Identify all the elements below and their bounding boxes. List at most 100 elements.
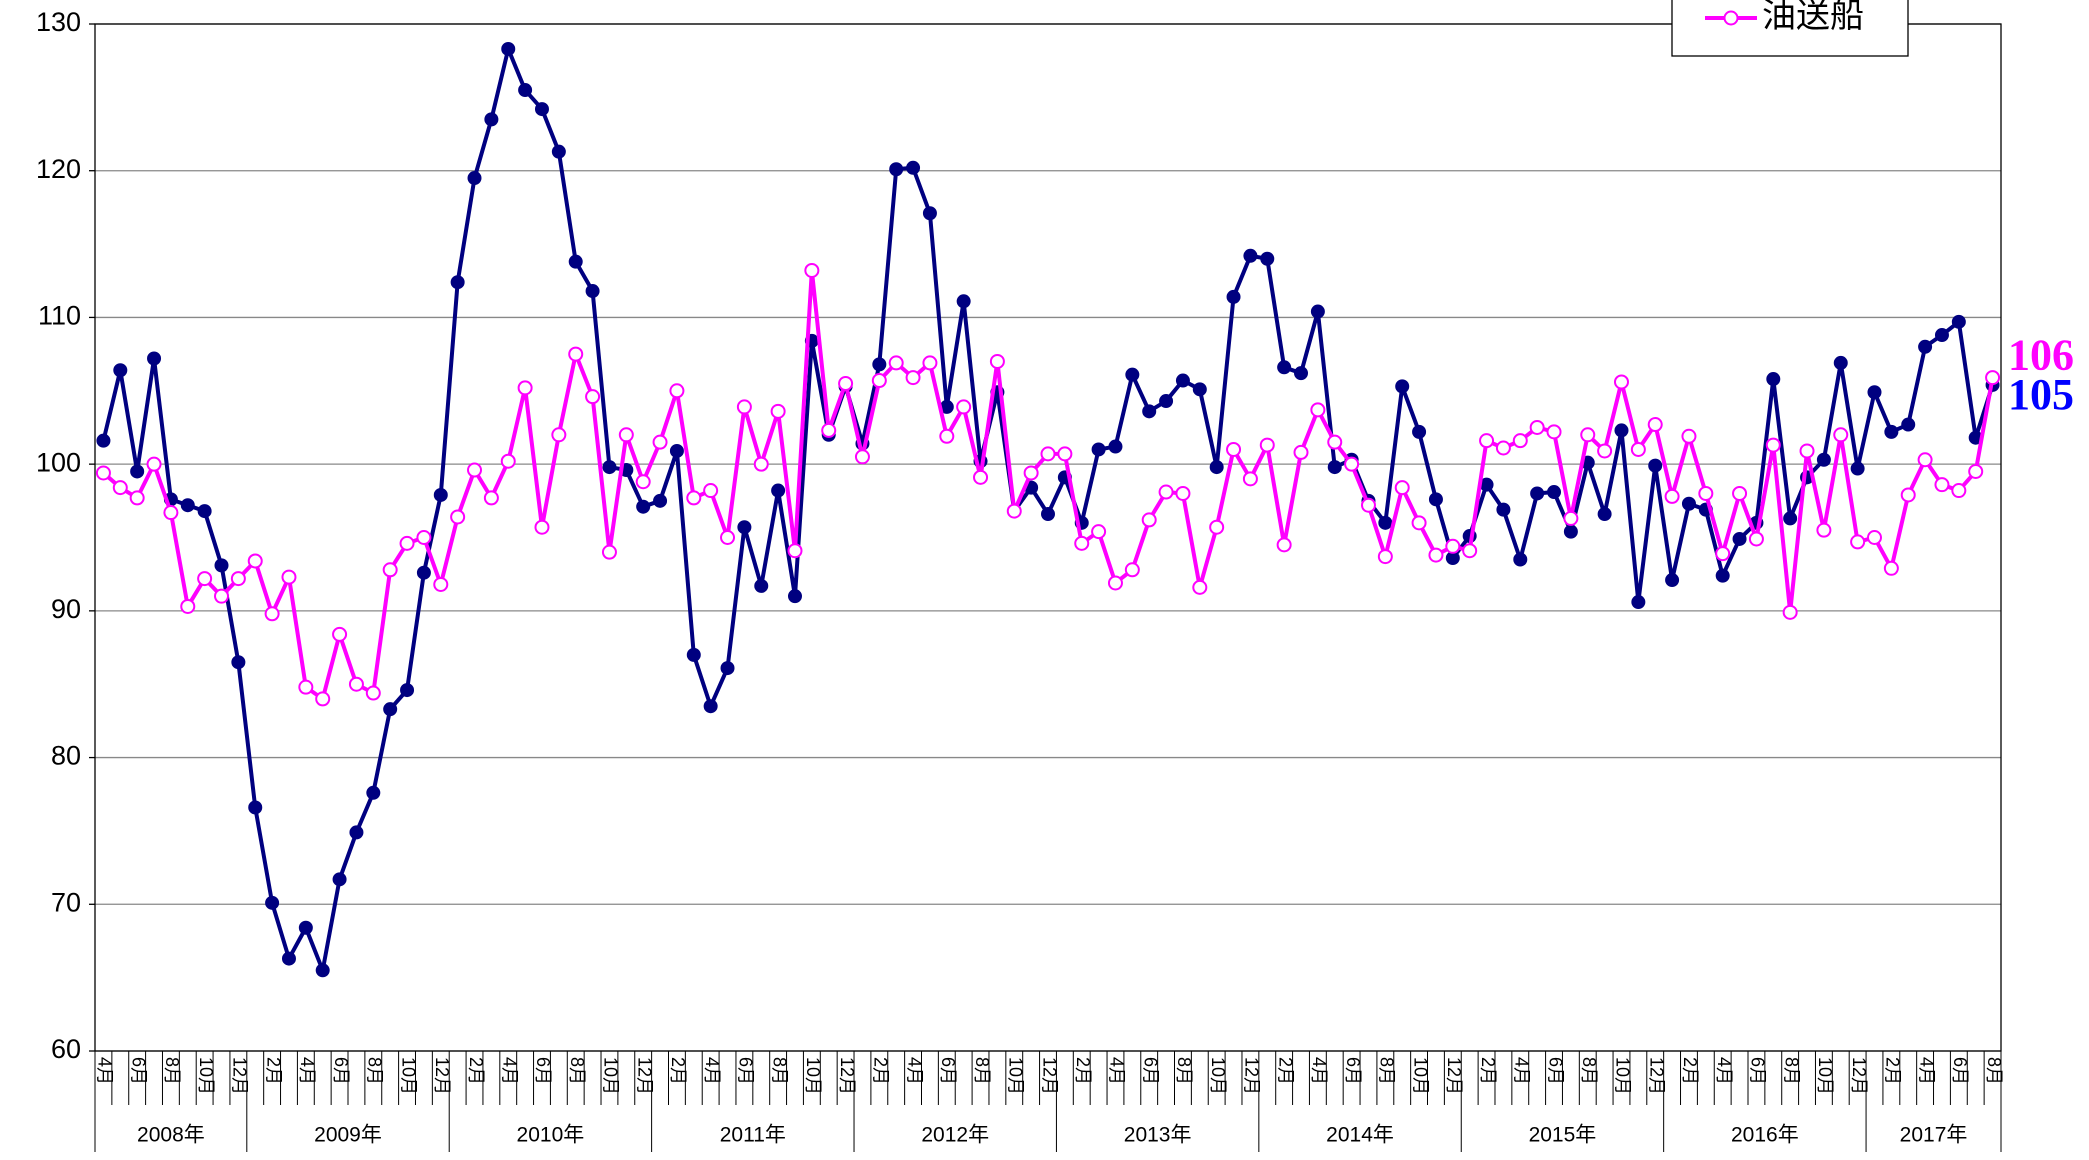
- data-point: [1951, 314, 1966, 329]
- data-point: [888, 355, 904, 371]
- x-tick-label: 4月: [1916, 1057, 1936, 1085]
- data-point: [501, 41, 516, 56]
- data-point: [1597, 507, 1612, 522]
- data-point: [1782, 604, 1798, 620]
- data-point: [534, 519, 550, 535]
- data-point: [1766, 372, 1781, 387]
- data-point: [1866, 530, 1882, 545]
- data-point: [618, 427, 634, 443]
- data-point: [416, 565, 431, 580]
- data-point: [854, 449, 870, 465]
- data-point: [264, 606, 280, 622]
- data-point: [1900, 487, 1916, 503]
- data-point: [1108, 439, 1123, 454]
- data-point: [399, 535, 415, 551]
- data-point: [1884, 424, 1899, 439]
- x-tick-label: 2月: [1680, 1057, 1700, 1085]
- data-point: [112, 480, 128, 496]
- x-tick-label: 2月: [668, 1057, 688, 1085]
- data-point: [956, 399, 972, 415]
- data-point: [1648, 458, 1663, 473]
- data-point: [1293, 444, 1309, 460]
- x-tick-label: 6月: [331, 1057, 351, 1085]
- data-point: [146, 456, 162, 472]
- year-label: 2015年: [1529, 1124, 1597, 1147]
- data-point: [518, 83, 533, 98]
- data-point: [1226, 289, 1241, 304]
- x-tick-label: 10月: [398, 1057, 418, 1095]
- x-tick-label: 6月: [1545, 1057, 1565, 1085]
- data-point: [130, 464, 145, 479]
- data-point: [298, 679, 314, 695]
- x-tick-label: 4月: [95, 1057, 115, 1085]
- data-point: [973, 469, 989, 485]
- x-tick-label: 4月: [1107, 1057, 1127, 1085]
- data-point: [1496, 502, 1511, 517]
- data-point: [1816, 522, 1832, 538]
- x-tick-label: 6月: [128, 1057, 148, 1085]
- data-point: [1023, 465, 1039, 481]
- data-point: [416, 530, 432, 545]
- data-point: [602, 460, 617, 475]
- data-point: [1394, 480, 1410, 496]
- data-point: [1277, 360, 1292, 375]
- data-point: [1091, 442, 1106, 457]
- data-point: [1125, 367, 1140, 382]
- y-tick-label: 90: [51, 594, 81, 624]
- data-point: [365, 685, 381, 701]
- data-point: [1765, 437, 1781, 453]
- x-tick-label: 8月: [1174, 1057, 1194, 1085]
- legend-marker: [1723, 10, 1739, 26]
- data-point: [1563, 524, 1578, 539]
- data-point: [281, 951, 296, 966]
- data-point: [703, 483, 719, 499]
- x-tick-label: 8月: [769, 1057, 789, 1085]
- data-point: [787, 589, 802, 604]
- data-point: [1715, 568, 1730, 583]
- data-point: [517, 380, 533, 396]
- data-point: [1799, 443, 1815, 459]
- data-point: [905, 370, 921, 386]
- data-point: [450, 509, 466, 525]
- data-point: [1901, 417, 1916, 432]
- data-point: [1344, 456, 1360, 472]
- x-tick-label: 6月: [938, 1057, 958, 1085]
- data-point: [1107, 575, 1123, 591]
- data-point: [568, 346, 584, 362]
- data-point: [872, 357, 887, 372]
- data-point: [686, 490, 702, 506]
- x-tick-label: 10月: [1208, 1057, 1228, 1095]
- data-point: [635, 474, 651, 490]
- x-tick-label: 2月: [466, 1057, 486, 1085]
- data-point: [180, 598, 196, 614]
- data-point: [1580, 427, 1596, 443]
- data-point: [1428, 492, 1443, 507]
- data-point: [1040, 446, 1056, 462]
- end-label: 106: [2008, 331, 2074, 380]
- data-point: [1327, 460, 1342, 475]
- x-tick-label: 6月: [1950, 1057, 1970, 1085]
- data-point: [1411, 515, 1427, 531]
- data-point: [1867, 385, 1882, 400]
- data-point: [1614, 423, 1629, 438]
- data-point: [1513, 552, 1528, 567]
- data-point: [349, 825, 364, 840]
- data-point: [1495, 440, 1511, 456]
- data-point: [1124, 562, 1140, 578]
- data-point: [298, 920, 313, 935]
- data-point: [1041, 507, 1055, 522]
- data-point: [1395, 379, 1410, 394]
- data-point: [720, 530, 736, 545]
- data-point: [1732, 531, 1747, 546]
- data-point: [1951, 483, 1967, 499]
- series-line: [102, 268, 1995, 701]
- data-point: [906, 160, 921, 175]
- data-point: [1175, 485, 1191, 501]
- x-tick-label: 4月: [1714, 1057, 1734, 1085]
- data-point: [1681, 496, 1696, 511]
- data-point: [1445, 538, 1461, 554]
- data-point: [433, 487, 448, 502]
- year-label: 2012年: [921, 1124, 989, 1147]
- data-point: [1276, 537, 1292, 553]
- data-point: [1360, 497, 1376, 513]
